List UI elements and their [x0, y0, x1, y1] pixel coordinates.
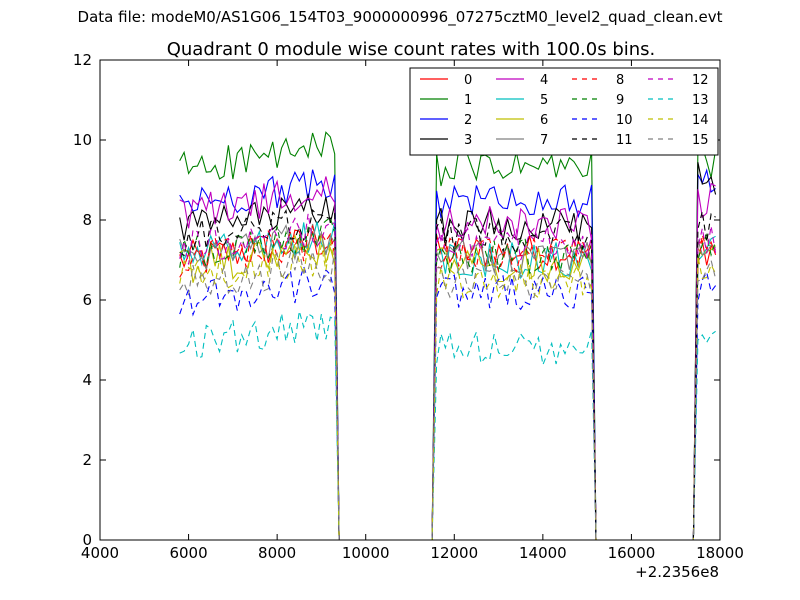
x-tick-label: 8000	[258, 544, 296, 562]
y-tick-label: 12	[73, 51, 92, 69]
series-line-8	[179, 224, 717, 540]
y-tick-label: 6	[82, 291, 92, 309]
legend-label-3: 3	[464, 133, 472, 148]
series-line-14	[179, 240, 717, 540]
y-tick-label: 4	[82, 371, 92, 389]
legend-label-14: 14	[692, 113, 709, 128]
series-line-4	[179, 176, 716, 540]
legend-label-7: 7	[540, 133, 548, 148]
series-line-10	[179, 264, 717, 540]
series-layer	[179, 131, 717, 540]
x-tick-label: 18000	[696, 544, 744, 562]
x-tick-label: 12000	[430, 544, 478, 562]
legend-label-8: 8	[616, 73, 624, 88]
y-tick-label: 0	[82, 531, 92, 549]
legend-frame	[409, 67, 719, 156]
legend-label-13: 13	[692, 93, 709, 108]
x-tick-label: 10000	[342, 544, 390, 562]
figure-suptitle: Data file: modeM0/AS1G06_154T03_90000009…	[77, 8, 723, 26]
legend-label-1: 1	[464, 93, 472, 108]
ticks-layer: 4000 6000 8000 10000 12000 14000 16000 18000 0 2 4…	[73, 51, 744, 562]
legend-label-6: 6	[540, 113, 548, 128]
x-tick-label: 16000	[608, 544, 656, 562]
legend-label-5: 5	[540, 93, 548, 108]
series-line-12	[179, 213, 717, 540]
series-line-0	[179, 229, 716, 540]
series-line-11	[179, 208, 716, 540]
legend-label-0: 0	[464, 73, 472, 88]
x-tick-label: 4000	[81, 544, 119, 562]
y-tick-label: 2	[82, 451, 92, 469]
legend-label-2: 2	[464, 113, 472, 128]
x-tick-label: 6000	[169, 544, 207, 562]
series-line-2	[179, 168, 716, 540]
series-line-1	[179, 131, 717, 540]
x-offset-label: +2.2356e8	[635, 563, 719, 581]
y-tick-label: 10	[73, 131, 92, 149]
legend-label-10: 10	[616, 113, 633, 128]
series-line-5	[179, 221, 716, 540]
legend-label-12: 12	[692, 73, 709, 88]
legend-label-9: 9	[616, 93, 624, 108]
series-line-3	[179, 162, 717, 540]
legend-label-4: 4	[540, 73, 548, 88]
series-line-13	[179, 311, 716, 540]
legend-label-11: 11	[616, 133, 633, 148]
chart-title: Quadrant 0 module wise count rates with …	[167, 39, 656, 60]
legend-label-15: 15	[692, 133, 709, 148]
y-tick-label: 8	[82, 211, 92, 229]
x-tick-label: 14000	[519, 544, 567, 562]
series-line-15	[179, 249, 717, 540]
